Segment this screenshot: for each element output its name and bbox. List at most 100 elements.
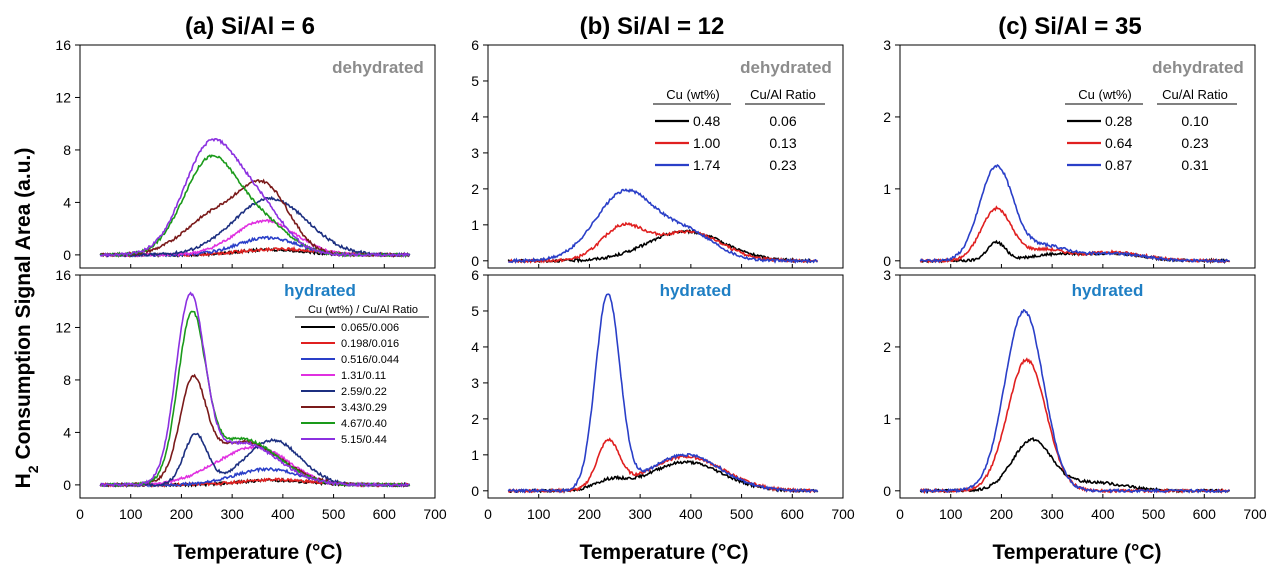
x-tick-label: 600 <box>781 506 805 522</box>
y-tick-label: 0 <box>471 253 479 269</box>
legend-header: Cu (wt%) / Cu/Al Ratio <box>308 304 418 316</box>
panel-dehydrated: 0 1 2 3 dehydrated Cu (wt%) Cu/Al Ratio 0.28 0.1… <box>883 37 1256 269</box>
legend-cu-al-ratio: 0.13 <box>769 135 796 151</box>
panel-hydrated: 0 1 2 3 4 5 6 0 100 200 300 400 500 600 700 hydrated <box>471 267 855 522</box>
y-tick-label: 2 <box>471 181 479 197</box>
y-tick-label: 16 <box>55 267 71 283</box>
chart-c: (c) Si/Al = 35 Temperature (°C) 0 1 2 3 dehydr… <box>883 13 1267 564</box>
y-tick-label: 5 <box>471 73 479 89</box>
x-tick-label: 400 <box>271 506 295 522</box>
x-tick-label: 100 <box>527 506 551 522</box>
series-line <box>99 178 410 258</box>
legend-cu-al-ratio: 0.10 <box>1181 113 1208 129</box>
series-line <box>919 163 1230 264</box>
chart-title: (b) Si/Al = 12 <box>580 13 725 40</box>
panel-label-hydrated: hydrated <box>1072 281 1144 300</box>
x-tick-label: 0 <box>896 506 904 522</box>
plot-frame <box>79 274 436 499</box>
panel-label-dehydrated: dehydrated <box>332 58 424 77</box>
y-tick-label: 4 <box>471 339 479 355</box>
x-tick-label: 200 <box>578 506 602 522</box>
x-tick-label: 600 <box>1193 506 1217 522</box>
x-tick-label: 400 <box>1091 506 1115 522</box>
plot-frame <box>79 44 436 269</box>
legend-col2-header: Cu/Al Ratio <box>750 87 816 102</box>
legend-cu-al-ratio: 0.23 <box>769 157 796 173</box>
y-tick-label: 3 <box>883 267 891 283</box>
y-tick-label: 0 <box>883 483 891 499</box>
legend: Cu (wt%) Cu/Al Ratio 0.28 0.10 0.64 0.23 0.87 0… <box>1065 87 1237 173</box>
y-tick-label: 4 <box>63 424 71 440</box>
y-tick-label: 3 <box>471 145 479 161</box>
panel-dehydrated: 0 4 8 12 16 dehydrated <box>55 37 436 269</box>
y-tick-label: 3 <box>471 375 479 391</box>
series-line <box>100 195 411 258</box>
y-tick-label: 8 <box>63 142 71 158</box>
y-tick-label: 1 <box>883 411 891 427</box>
plot-frame <box>487 44 844 269</box>
panel-label-hydrated: hydrated <box>284 281 356 300</box>
x-tick-label: 300 <box>1040 506 1064 522</box>
y-tick-label: 5 <box>471 303 479 319</box>
legend-cu-wt: 1.00 <box>693 135 720 151</box>
legend-cu-wt: 0.87 <box>1105 157 1132 173</box>
y-tick-label: 16 <box>55 37 71 53</box>
series-line <box>507 437 818 494</box>
legend-cu-al-ratio: 0.06 <box>769 113 796 129</box>
y-tick-label: 6 <box>471 267 479 283</box>
y-tick-label: 1 <box>471 447 479 463</box>
y-tick-label: 2 <box>883 339 891 355</box>
x-tick-label: 400 <box>679 506 703 522</box>
x-tick-label: 500 <box>730 506 754 522</box>
y-tick-label: 2 <box>471 411 479 427</box>
panel-hydrated: 0 4 8 12 16 0 100 200 300 400 500 600 700 hydrated Cu … <box>55 267 446 522</box>
legend-entry: 4.67/0.40 <box>341 418 387 430</box>
series-line <box>919 308 1230 494</box>
panel-label-hydrated: hydrated <box>660 281 732 300</box>
x-tick-label: 700 <box>831 506 855 522</box>
plot-frame <box>899 44 1256 269</box>
x-axis-label: Temperature (°C) <box>992 541 1161 564</box>
y-axis-label: H2 Consumption Signal Area (a.u.) <box>12 148 41 489</box>
series-line <box>99 154 411 259</box>
panel-hydrated: 0 1 2 3 0 100 200 300 400 500 600 700 hydrated <box>883 267 1267 522</box>
x-tick-label: 100 <box>939 506 963 522</box>
y-tick-label: 0 <box>63 477 71 493</box>
y-tick-label: 0 <box>883 253 891 269</box>
chart-title: (a) Si/Al = 6 <box>185 13 315 40</box>
x-tick-label: 300 <box>628 506 652 522</box>
legend-entry: 0.198/0.016 <box>341 338 399 350</box>
legend-entry: 1.31/0.11 <box>341 370 386 382</box>
legend-cu-al-ratio: 0.23 <box>1181 135 1208 151</box>
legend: Cu (wt%) Cu/Al Ratio 0.48 0.06 1.00 0.13 1.74 0… <box>653 87 825 173</box>
legend-entry: 2.59/0.22 <box>341 386 387 398</box>
series-line <box>507 221 819 264</box>
legend-cu-wt: 0.48 <box>693 113 720 129</box>
x-axis-label: Temperature (°C) <box>579 541 748 564</box>
y-tick-label: 1 <box>883 181 891 197</box>
y-tick-label: 6 <box>471 37 479 53</box>
legend-entry: 0.065/0.006 <box>341 322 399 334</box>
x-tick-label: 200 <box>170 506 194 522</box>
x-tick-label: 0 <box>484 506 492 522</box>
y-tick-label: 0 <box>471 483 479 499</box>
y-tick-label: 12 <box>55 319 71 335</box>
series-line <box>508 188 818 265</box>
series-line <box>920 205 1231 264</box>
chart-b: (b) Si/Al = 12 Temperature (°C) 0 1 2 3 4 5 6 deh… <box>471 13 855 564</box>
y-tick-label: 2 <box>883 109 891 125</box>
series-line <box>99 137 411 258</box>
series-line <box>100 291 410 488</box>
panel-label-dehydrated: dehydrated <box>1152 58 1244 77</box>
series-line <box>507 293 819 494</box>
x-tick-label: 500 <box>1142 506 1166 522</box>
x-tick-label: 600 <box>373 506 397 522</box>
x-tick-label: 500 <box>322 506 346 522</box>
y-tick-label: 0 <box>63 247 71 263</box>
legend-entry: 0.516/0.044 <box>341 354 399 366</box>
legend-entry: 3.43/0.29 <box>341 402 387 414</box>
plot-frame <box>899 274 1256 499</box>
legend: Cu (wt%) / Cu/Al Ratio 0.065/0.006 0.198/0… <box>295 304 429 446</box>
